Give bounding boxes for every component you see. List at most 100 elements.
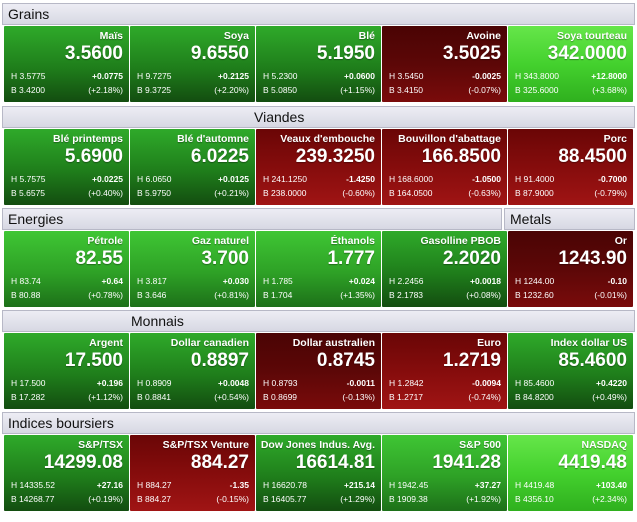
tile-gaz-naturel[interactable]: Gaz naturel 3.700 H 3.817 B 3.646 +0.030… — [130, 231, 255, 307]
tile-argent[interactable]: Argent 17.500 H 17.500 B 17.282 +0.196 (… — [4, 333, 129, 409]
tile-change: +0.196 — [96, 378, 123, 388]
tile-low: B 0.8699 — [263, 392, 298, 402]
tile-change: +0.4220 — [596, 378, 627, 388]
tile-percent: (+1.12%) — [88, 392, 123, 402]
tile-sp-tsx-venture[interactable]: S&P/TSX Venture 884.27 H 884.27 B 884.27… — [130, 435, 255, 511]
tile-percent: (+1.15%) — [340, 85, 375, 95]
tile-or[interactable]: Or 1243.90 H 1244.00 B 1232.60 -0.10 (-0… — [508, 231, 633, 307]
tile-percent: (+0.54%) — [214, 392, 249, 402]
tile-gasolline-pbob[interactable]: Gasolline PBOB 2.2020 H 2.2456 B 2.1783 … — [382, 231, 507, 307]
tile-low: B 5.0850 — [263, 85, 298, 95]
tile-name: Pétrole — [87, 235, 123, 247]
tile-high: H 168.6000 — [389, 174, 433, 184]
tile-low: B 14268.77 — [11, 494, 55, 504]
tile-percent: (-0.01%) — [594, 290, 627, 300]
tile-high: H 241.1250 — [263, 174, 307, 184]
tile-low: B 1232.60 — [515, 290, 554, 300]
tile-euro[interactable]: Euro 1.2719 H 1.2842 B 1.2717 -0.0094 (-… — [382, 333, 507, 409]
tile-name: Index dollar US — [550, 337, 627, 349]
tile-name: S&P 500 — [459, 439, 501, 451]
tile-price: 9.6550 — [190, 43, 249, 64]
tile-percent: (+3.68%) — [592, 85, 627, 95]
tile-name: S&P/TSX — [78, 439, 123, 451]
tile-price: 884.27 — [190, 452, 249, 473]
tile-price: 3.5025 — [442, 43, 501, 64]
tile-name: Gaz naturel — [191, 235, 249, 247]
tile-mais[interactable]: Maïs 3.5600 H 3.5775 B 3.4200 +0.0775 (+… — [4, 26, 129, 102]
tile-price: 239.3250 — [295, 146, 375, 167]
tile-change: +0.024 — [348, 276, 375, 286]
tile-petrole[interactable]: Pétrole 82.55 H 83.74 B 80.88 +0.64 (+0.… — [4, 231, 129, 307]
tile-dow-jones[interactable]: Dow Jones Indus. Avg. 16614.81 H 16620.7… — [256, 435, 381, 511]
tile-price: 5.6900 — [64, 146, 123, 167]
tile-soya[interactable]: Soya 9.6550 H 9.7275 B 9.3725 +0.2125 (+… — [130, 26, 255, 102]
tile-low: B 325.6000 — [515, 85, 559, 95]
tile-low: B 3.646 — [137, 290, 167, 300]
tile-name: Dollar australien — [292, 337, 375, 349]
tile-price: 1.777 — [327, 248, 375, 269]
tile-ble-automne[interactable]: Blé d'automne 6.0225 H 6.0650 B 5.9750 +… — [130, 129, 255, 205]
tile-change: +0.030 — [222, 276, 249, 286]
tile-high: H 0.8793 — [263, 378, 298, 388]
section-header-monnais: Monnais — [2, 310, 635, 332]
tile-ethanols[interactable]: Éthanols 1.777 H 1.785 B 1.704 +0.024 (+… — [256, 231, 381, 307]
tile-change: -1.4250 — [346, 174, 375, 184]
tile-percent: (-0.15%) — [216, 494, 249, 504]
tile-percent: (+1.29%) — [340, 494, 375, 504]
tile-high: H 17.500 — [11, 378, 46, 388]
tile-low: B 4356.10 — [515, 494, 554, 504]
tile-price: 166.8500 — [421, 146, 501, 167]
tile-high: H 2.2456 — [389, 276, 424, 286]
tile-sp-tsx[interactable]: S&P/TSX 14299.08 H 14335.52 B 14268.77 +… — [4, 435, 129, 511]
tile-low: B 2.1783 — [389, 290, 424, 300]
tile-percent: (-0.63%) — [468, 188, 501, 198]
tile-percent: (-0.07%) — [468, 85, 501, 95]
tile-price: 3.700 — [201, 248, 249, 269]
tile-change: -1.35 — [229, 480, 249, 490]
tile-index-dollar-us[interactable]: Index dollar US 85.4600 H 85.4600 B 84.8… — [508, 333, 633, 409]
tile-change: +27.16 — [96, 480, 123, 490]
tile-change: +0.0225 — [92, 174, 123, 184]
tile-dollar-australien[interactable]: Dollar australien 0.8745 H 0.8793 B 0.86… — [256, 333, 381, 409]
tile-veaux-embouche[interactable]: Veaux d'embouche 239.3250 H 241.1250 B 2… — [256, 129, 381, 205]
tile-price: 16614.81 — [295, 452, 375, 473]
tile-name: Blé d'automne — [177, 133, 249, 145]
tile-price: 1941.28 — [432, 452, 501, 473]
tile-name: Porc — [603, 133, 627, 145]
tile-high: H 91.4000 — [515, 174, 555, 184]
tile-change: +0.0048 — [218, 378, 249, 388]
tile-high: H 3.817 — [137, 276, 167, 286]
tile-ble-printemps[interactable]: Blé printemps 5.6900 H 5.7575 B 5.6575 +… — [4, 129, 129, 205]
tile-low: B 3.4200 — [11, 85, 46, 95]
tile-bouvillon-abattage[interactable]: Bouvillon d'abattage 166.8500 H 168.6000… — [382, 129, 507, 205]
tile-change: -1.0500 — [472, 174, 501, 184]
section-header-indices: Indices boursiers — [2, 412, 635, 434]
tile-soya-tourteau[interactable]: Soya tourteau 342.0000 H 343.8000 B 325.… — [508, 26, 633, 102]
tile-high: H 884.27 — [137, 480, 172, 490]
tile-nasdaq[interactable]: NASDAQ 4419.48 H 4419.48 B 4356.10 +103.… — [508, 435, 633, 511]
section-header-grains: Grains — [2, 3, 635, 25]
tile-name: Avoine — [466, 30, 501, 42]
tile-change: -0.0011 — [346, 378, 375, 388]
tile-percent: (+2.20%) — [214, 85, 249, 95]
tile-high: H 3.5450 — [389, 71, 424, 81]
tile-name: Blé printemps — [52, 133, 123, 145]
tile-percent: (+0.40%) — [88, 188, 123, 198]
tile-porc[interactable]: Porc 88.4500 H 91.4000 B 87.9000 -0.7000… — [508, 129, 633, 205]
tile-high: H 1.2842 — [389, 378, 424, 388]
tile-avoine[interactable]: Avoine 3.5025 H 3.5450 B 3.4150 -0.0025 … — [382, 26, 507, 102]
tile-name: Gasolline PBOB — [420, 235, 501, 247]
tile-high: H 4419.48 — [515, 480, 555, 490]
tile-price: 0.8897 — [190, 350, 249, 371]
tile-high: H 0.8909 — [137, 378, 172, 388]
tile-dollar-canadien[interactable]: Dollar canadien 0.8897 H 0.8909 B 0.8841… — [130, 333, 255, 409]
tile-price: 14299.08 — [43, 452, 123, 473]
tile-high: H 343.8000 — [515, 71, 559, 81]
tile-low: B 17.282 — [11, 392, 46, 402]
tile-ble[interactable]: Blé 5.1950 H 5.2300 B 5.0850 +0.0600 (+1… — [256, 26, 381, 102]
tile-name: Blé — [358, 30, 375, 42]
tile-name: Argent — [89, 337, 123, 349]
tile-price: 1243.90 — [558, 248, 627, 269]
tile-sp-500[interactable]: S&P 500 1941.28 H 1942.45 B 1909.38 +37.… — [382, 435, 507, 511]
